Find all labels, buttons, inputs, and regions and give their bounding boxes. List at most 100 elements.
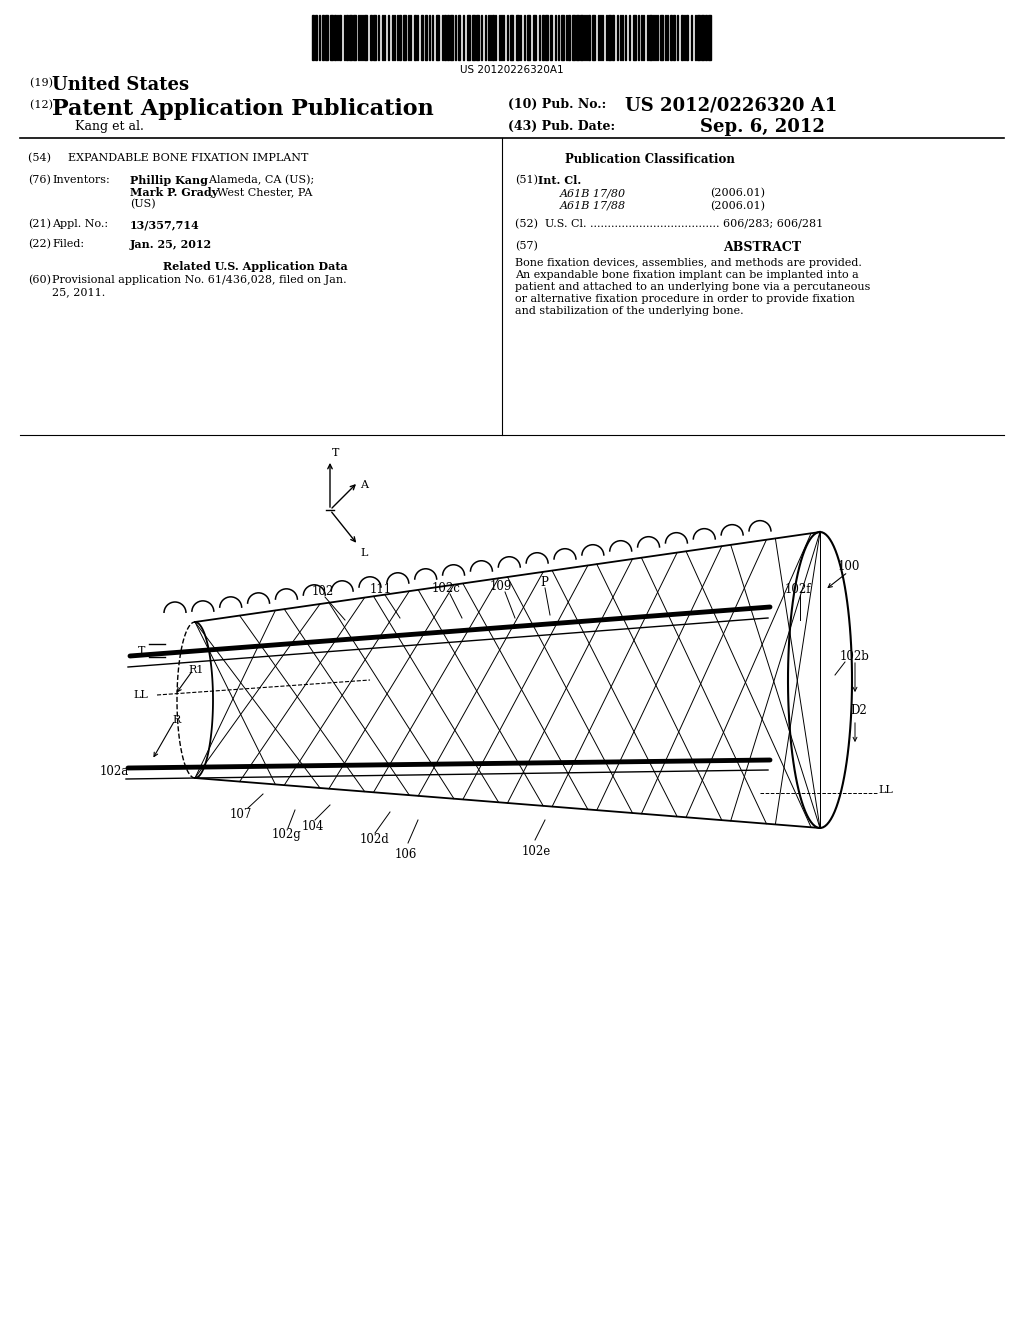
Bar: [414, 15, 416, 59]
Text: (51): (51): [515, 176, 538, 185]
Bar: [580, 15, 583, 59]
Bar: [492, 15, 494, 59]
Bar: [633, 15, 636, 59]
Bar: [325, 15, 328, 59]
Bar: [592, 15, 595, 59]
Bar: [476, 15, 479, 59]
Text: US 2012/0226320 A1: US 2012/0226320 A1: [625, 96, 838, 115]
Bar: [510, 15, 513, 59]
Text: (54): (54): [28, 153, 58, 164]
Bar: [516, 15, 519, 59]
Text: (12): (12): [30, 100, 56, 111]
Text: Appl. No.:: Appl. No.:: [52, 219, 109, 228]
Text: or alternative fixation procedure in order to provide fixation: or alternative fixation procedure in ord…: [515, 294, 855, 304]
Bar: [370, 15, 372, 59]
Text: Filed:: Filed:: [52, 239, 84, 249]
Text: 102d: 102d: [360, 833, 390, 846]
Bar: [697, 15, 700, 59]
Bar: [708, 15, 711, 59]
Bar: [447, 15, 449, 59]
Text: Patent Application Publication: Patent Application Publication: [52, 98, 434, 120]
Text: (19): (19): [30, 78, 56, 88]
Text: , Alameda, CA (US);: , Alameda, CA (US);: [202, 176, 314, 185]
Text: A: A: [360, 480, 368, 490]
Bar: [588, 15, 590, 59]
Bar: [701, 15, 705, 59]
Bar: [670, 15, 672, 59]
Text: Publication Classification: Publication Classification: [565, 153, 735, 166]
Text: EXPANDABLE BONE FIXATION IMPLANT: EXPANDABLE BONE FIXATION IMPLANT: [68, 153, 308, 162]
Bar: [312, 15, 314, 59]
Bar: [660, 15, 663, 59]
Bar: [373, 15, 376, 59]
Text: (76): (76): [28, 176, 51, 185]
Text: , West Chester, PA: , West Chester, PA: [210, 187, 312, 197]
Bar: [436, 15, 439, 59]
Text: A61B 17/80: A61B 17/80: [560, 187, 626, 198]
Bar: [542, 15, 544, 59]
Bar: [339, 15, 341, 59]
Text: (43) Pub. Date:: (43) Pub. Date:: [508, 120, 615, 133]
Text: LL: LL: [878, 785, 893, 795]
Text: Kang et al.: Kang et al.: [75, 120, 144, 133]
Bar: [349, 15, 352, 59]
Text: and stabilization of the underlying bone.: and stabilization of the underlying bone…: [515, 306, 743, 315]
Bar: [450, 15, 453, 59]
Bar: [545, 15, 548, 59]
Bar: [334, 15, 336, 59]
Text: ABSTRACT: ABSTRACT: [723, 242, 801, 253]
Text: D2: D2: [850, 704, 866, 717]
Bar: [425, 15, 427, 59]
Bar: [572, 15, 575, 59]
Bar: [575, 15, 579, 59]
Text: Related U.S. Application Data: Related U.S. Application Data: [163, 261, 347, 272]
Bar: [403, 15, 406, 59]
Text: Provisional application No. 61/436,028, filed on Jan.: Provisional application No. 61/436,028, …: [52, 275, 347, 285]
Text: Jan. 25, 2012: Jan. 25, 2012: [130, 239, 212, 249]
Bar: [534, 15, 536, 59]
Bar: [681, 15, 683, 59]
Text: R: R: [172, 715, 180, 725]
Bar: [346, 15, 348, 59]
Text: 106: 106: [395, 847, 418, 861]
Text: 102f: 102f: [785, 583, 811, 597]
Text: Inventors:: Inventors:: [52, 176, 110, 185]
Text: 102a: 102a: [100, 766, 129, 777]
Bar: [608, 15, 611, 59]
Text: LL: LL: [133, 690, 148, 700]
Text: 102b: 102b: [840, 649, 869, 663]
Text: 13/357,714: 13/357,714: [130, 219, 200, 230]
Text: Int. Cl.: Int. Cl.: [538, 176, 582, 186]
Bar: [612, 15, 614, 59]
Text: 100: 100: [838, 560, 860, 573]
Text: 102: 102: [312, 585, 334, 598]
Bar: [527, 15, 530, 59]
Bar: [315, 15, 317, 59]
Text: patient and attached to an underlying bone via a percutaneous: patient and attached to an underlying bo…: [515, 282, 870, 292]
Text: Mark P. Grady: Mark P. Grady: [130, 187, 218, 198]
Bar: [705, 15, 707, 59]
Text: (22): (22): [28, 239, 51, 249]
Bar: [467, 15, 470, 59]
Bar: [686, 15, 688, 59]
Bar: [561, 15, 564, 59]
Text: United States: United States: [52, 77, 189, 94]
Text: 102c: 102c: [432, 582, 461, 595]
Text: 25, 2011.: 25, 2011.: [52, 286, 105, 297]
Text: (52)  U.S. Cl. ..................................... 606/283; 606/281: (52) U.S. Cl. ..........................…: [515, 219, 823, 230]
Text: (2006.01): (2006.01): [710, 201, 765, 211]
Bar: [364, 15, 367, 59]
Text: (2006.01): (2006.01): [710, 187, 765, 198]
Text: (21): (21): [28, 219, 51, 230]
Bar: [421, 15, 423, 59]
Text: An expandable bone fixation implant can be implanted into a: An expandable bone fixation implant can …: [515, 271, 859, 280]
Text: Bone fixation devices, assemblies, and methods are provided.: Bone fixation devices, assemblies, and m…: [515, 257, 862, 268]
Bar: [353, 15, 356, 59]
Bar: [322, 15, 324, 59]
Text: 109: 109: [490, 579, 512, 593]
Text: R1: R1: [188, 665, 204, 675]
Bar: [458, 15, 460, 59]
Bar: [330, 15, 333, 59]
Text: 102g: 102g: [272, 828, 302, 841]
Text: T: T: [332, 447, 339, 458]
